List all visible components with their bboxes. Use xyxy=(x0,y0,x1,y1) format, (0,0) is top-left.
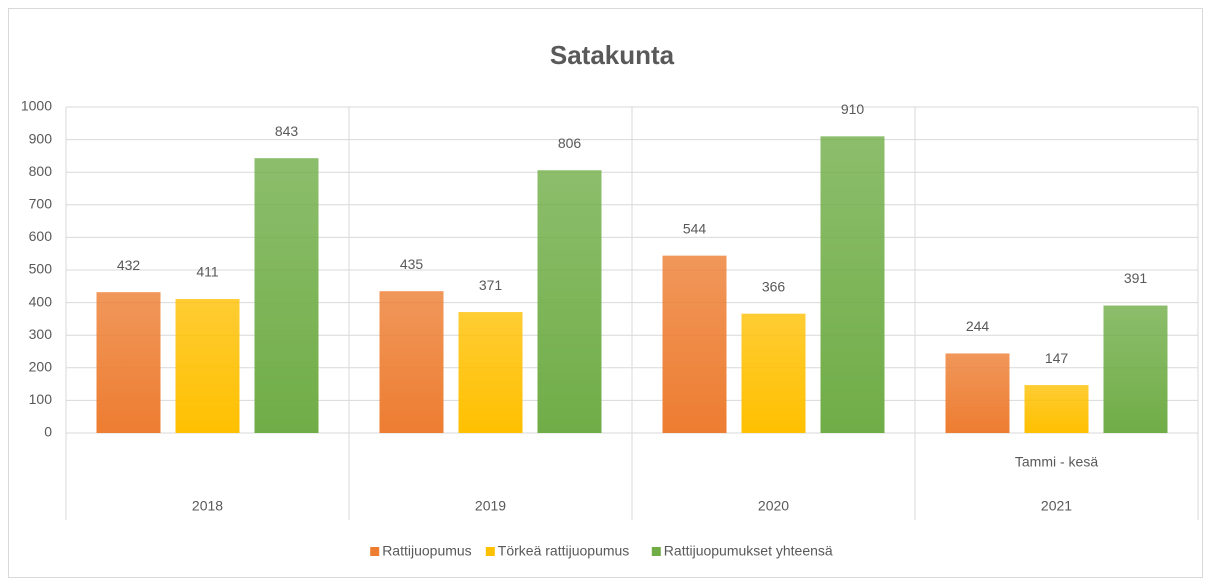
y-tick-label: 400 xyxy=(29,293,53,309)
bar xyxy=(741,313,806,433)
legend-swatch xyxy=(370,547,380,556)
bar xyxy=(1103,305,1168,433)
data-label: 391 xyxy=(1124,270,1148,286)
data-label: 806 xyxy=(558,135,582,151)
chart-frame xyxy=(8,8,1203,578)
bar xyxy=(379,291,444,433)
legend-swatch xyxy=(651,547,661,556)
legend-label: Törkeä rattijuopumus xyxy=(498,543,630,559)
legend-label: Rattijuopumukset yhteensä xyxy=(664,543,833,559)
legend-label: Rattijuopumus xyxy=(382,543,472,559)
data-label: 371 xyxy=(479,277,503,293)
x-tick-label: 2021 xyxy=(1041,498,1072,514)
y-tick-label: 600 xyxy=(29,228,53,244)
x-sublabel: Tammi - kesä xyxy=(1015,454,1098,470)
bar xyxy=(254,158,319,433)
bar xyxy=(175,299,240,433)
data-label: 432 xyxy=(117,257,141,273)
y-tick-label: 200 xyxy=(29,359,53,375)
y-tick-label: 500 xyxy=(29,261,53,277)
x-tick-label: 2018 xyxy=(192,498,223,514)
bar xyxy=(458,312,523,433)
data-label: 366 xyxy=(762,278,786,294)
y-tick-label: 900 xyxy=(29,130,53,146)
x-tick-label: 2020 xyxy=(758,498,789,514)
bar xyxy=(537,170,602,433)
y-tick-label: 700 xyxy=(29,196,53,212)
data-label: 843 xyxy=(275,123,299,139)
data-label: 544 xyxy=(683,220,707,236)
data-label: 244 xyxy=(966,318,990,334)
bar xyxy=(820,136,885,433)
data-label: 910 xyxy=(841,101,865,117)
bar xyxy=(1024,385,1089,433)
y-tick-label: 300 xyxy=(29,326,53,342)
legend-swatch xyxy=(485,547,495,556)
bar xyxy=(945,353,1010,433)
bar xyxy=(662,255,727,433)
y-tick-label: 0 xyxy=(44,424,52,440)
data-label: 411 xyxy=(196,264,219,280)
y-tick-label: 800 xyxy=(29,163,53,179)
data-label: 435 xyxy=(400,256,424,272)
y-tick-label: 1000 xyxy=(21,98,52,114)
y-tick-label: 100 xyxy=(29,391,53,407)
chart-title: Satakunta xyxy=(550,40,675,70)
bar xyxy=(96,292,161,433)
x-tick-label: 2019 xyxy=(475,498,506,514)
data-label: 147 xyxy=(1045,350,1069,366)
